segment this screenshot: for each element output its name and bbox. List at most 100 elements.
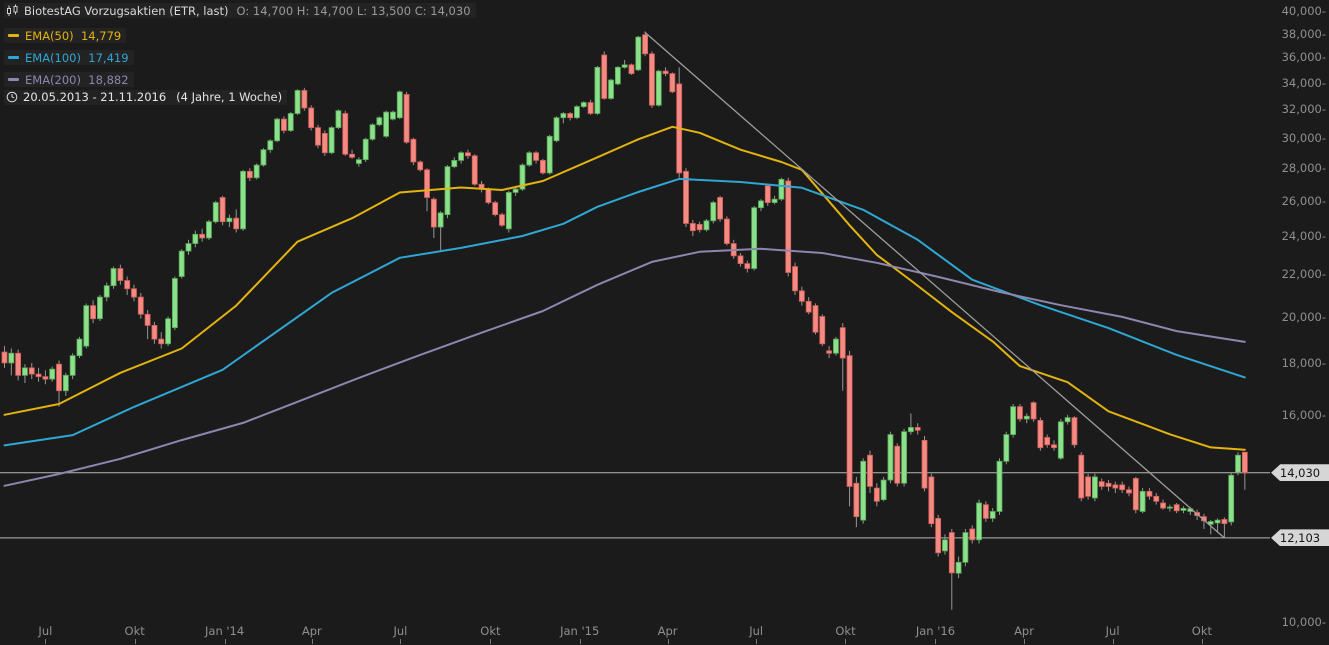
- candle-body: [328, 127, 335, 154]
- candle-body: [117, 268, 124, 281]
- candle-body: [982, 504, 989, 519]
- candle-body: [962, 532, 969, 563]
- candle-body: [614, 66, 621, 85]
- candle-body: [1119, 484, 1126, 491]
- candle-body: [349, 153, 355, 158]
- candle-body: [519, 164, 526, 190]
- candle-body: [335, 110, 342, 129]
- candle-body: [15, 352, 22, 376]
- candle-body: [839, 327, 846, 359]
- candle-body: [1241, 451, 1248, 474]
- candle-body: [390, 111, 396, 120]
- time-axis-tick: [1024, 639, 1026, 644]
- candle-body: [417, 161, 424, 171]
- candle-body: [935, 517, 942, 554]
- price-tag: 12,103: [1271, 529, 1329, 547]
- price-axis-label: 34,000-: [1281, 75, 1326, 90]
- time-axis-tick: [935, 639, 937, 644]
- chart-header: BiotestAG Vorzugsaktien (ETR, last) O: 1…: [4, 2, 476, 108]
- candle-body: [458, 152, 465, 161]
- candle-body: [989, 511, 996, 519]
- time-axis-label: Jul: [749, 624, 764, 638]
- candle-body: [178, 250, 185, 277]
- candle-body: [976, 502, 982, 541]
- legend-row-ema50[interactable]: EMA(50) 14,779: [4, 22, 476, 43]
- ema-line-ema(50)[interactable]: [3, 125, 1246, 451]
- candle-body: [642, 34, 649, 55]
- candle-body: [574, 106, 580, 119]
- price-axis-label: 16,000-: [1281, 407, 1326, 422]
- candle-body: [955, 561, 962, 574]
- candle-body: [1064, 417, 1071, 423]
- candle-body: [1221, 519, 1228, 525]
- ema100-dash-icon: [8, 56, 19, 59]
- candle-body: [628, 64, 635, 75]
- candle-body: [110, 268, 117, 287]
- ema-line-ema(200)[interactable]: [3, 247, 1246, 487]
- candle-body: [901, 431, 907, 484]
- time-axis-label: Apr: [301, 624, 322, 638]
- price-tag: 14,030: [1271, 464, 1329, 482]
- time-axis-tick: [490, 639, 492, 644]
- date-duration: (4 Jahre, 1 Woche): [176, 90, 283, 104]
- candle-body: [860, 460, 867, 521]
- ohlc-values: O: 14,700 H: 14,700 L: 13,500 C: 14,030: [236, 3, 471, 18]
- candle-body: [56, 363, 62, 392]
- candle-body: [594, 66, 601, 114]
- candle-body: [894, 445, 901, 484]
- candle-body: [246, 170, 253, 179]
- candle-body: [526, 152, 533, 166]
- candle-body: [383, 111, 390, 137]
- candle-body: [696, 223, 703, 231]
- candle-body: [717, 197, 723, 220]
- date-range-row: 20.05.2013 - 21.11.2016 (4 Jahre, 1 Woch…: [4, 88, 476, 107]
- candle-body: [1214, 519, 1221, 524]
- candle-body: [1105, 482, 1112, 487]
- candle-body: [683, 170, 689, 224]
- candle-body: [1003, 434, 1010, 462]
- candle-body: [212, 202, 219, 223]
- candle-body: [226, 217, 233, 223]
- candle-body: [451, 160, 458, 168]
- candle-body: [737, 255, 744, 265]
- candle-body: [798, 290, 805, 302]
- candle-body: [805, 300, 812, 313]
- candle-body: [621, 64, 628, 68]
- candle-body: [1126, 489, 1132, 494]
- candle-body: [253, 164, 260, 179]
- candle-body: [233, 217, 240, 230]
- candle-body: [1146, 490, 1153, 497]
- price-axis-label: 40,000-: [1281, 4, 1326, 18]
- candle-body: [662, 70, 669, 75]
- candle-body: [1166, 506, 1173, 509]
- candle-body: [465, 152, 471, 157]
- ema200-label: EMA(200) 18,882: [25, 72, 129, 87]
- time-axis-label: Jan '15: [560, 624, 600, 638]
- candle-body: [819, 316, 826, 345]
- candle-body: [499, 214, 505, 226]
- candle-body: [294, 90, 301, 114]
- candle-body: [751, 207, 758, 269]
- candle-body: [812, 305, 819, 333]
- price-axis-label: 28,000-: [1281, 161, 1326, 176]
- candle-body: [103, 285, 110, 298]
- legend-row-ema100[interactable]: EMA(100) 17,419: [4, 44, 476, 65]
- instrument-title: BiotestAG Vorzugsaktien (ETR, last): [24, 3, 229, 18]
- candle-body: [315, 127, 321, 146]
- candle-body: [342, 113, 349, 155]
- candle-body: [580, 102, 587, 108]
- candle-body: [1132, 478, 1139, 511]
- time-axis-tick: [1112, 639, 1114, 644]
- candlestick-chart-icon: [6, 4, 19, 17]
- legend-row-ema200[interactable]: EMA(200) 18,882: [4, 66, 476, 87]
- candle-body: [151, 325, 158, 340]
- title-row: BiotestAG Vorzugsaktien (ETR, last) O: 1…: [4, 2, 476, 21]
- trendline[interactable]: [644, 31, 1225, 539]
- ema-line-ema(100)[interactable]: [3, 177, 1246, 447]
- candle-body: [137, 296, 144, 315]
- candle-body: [1051, 444, 1057, 449]
- candle-body: [49, 368, 56, 380]
- time-axis-tick: [579, 639, 581, 644]
- candle-body: [785, 180, 792, 273]
